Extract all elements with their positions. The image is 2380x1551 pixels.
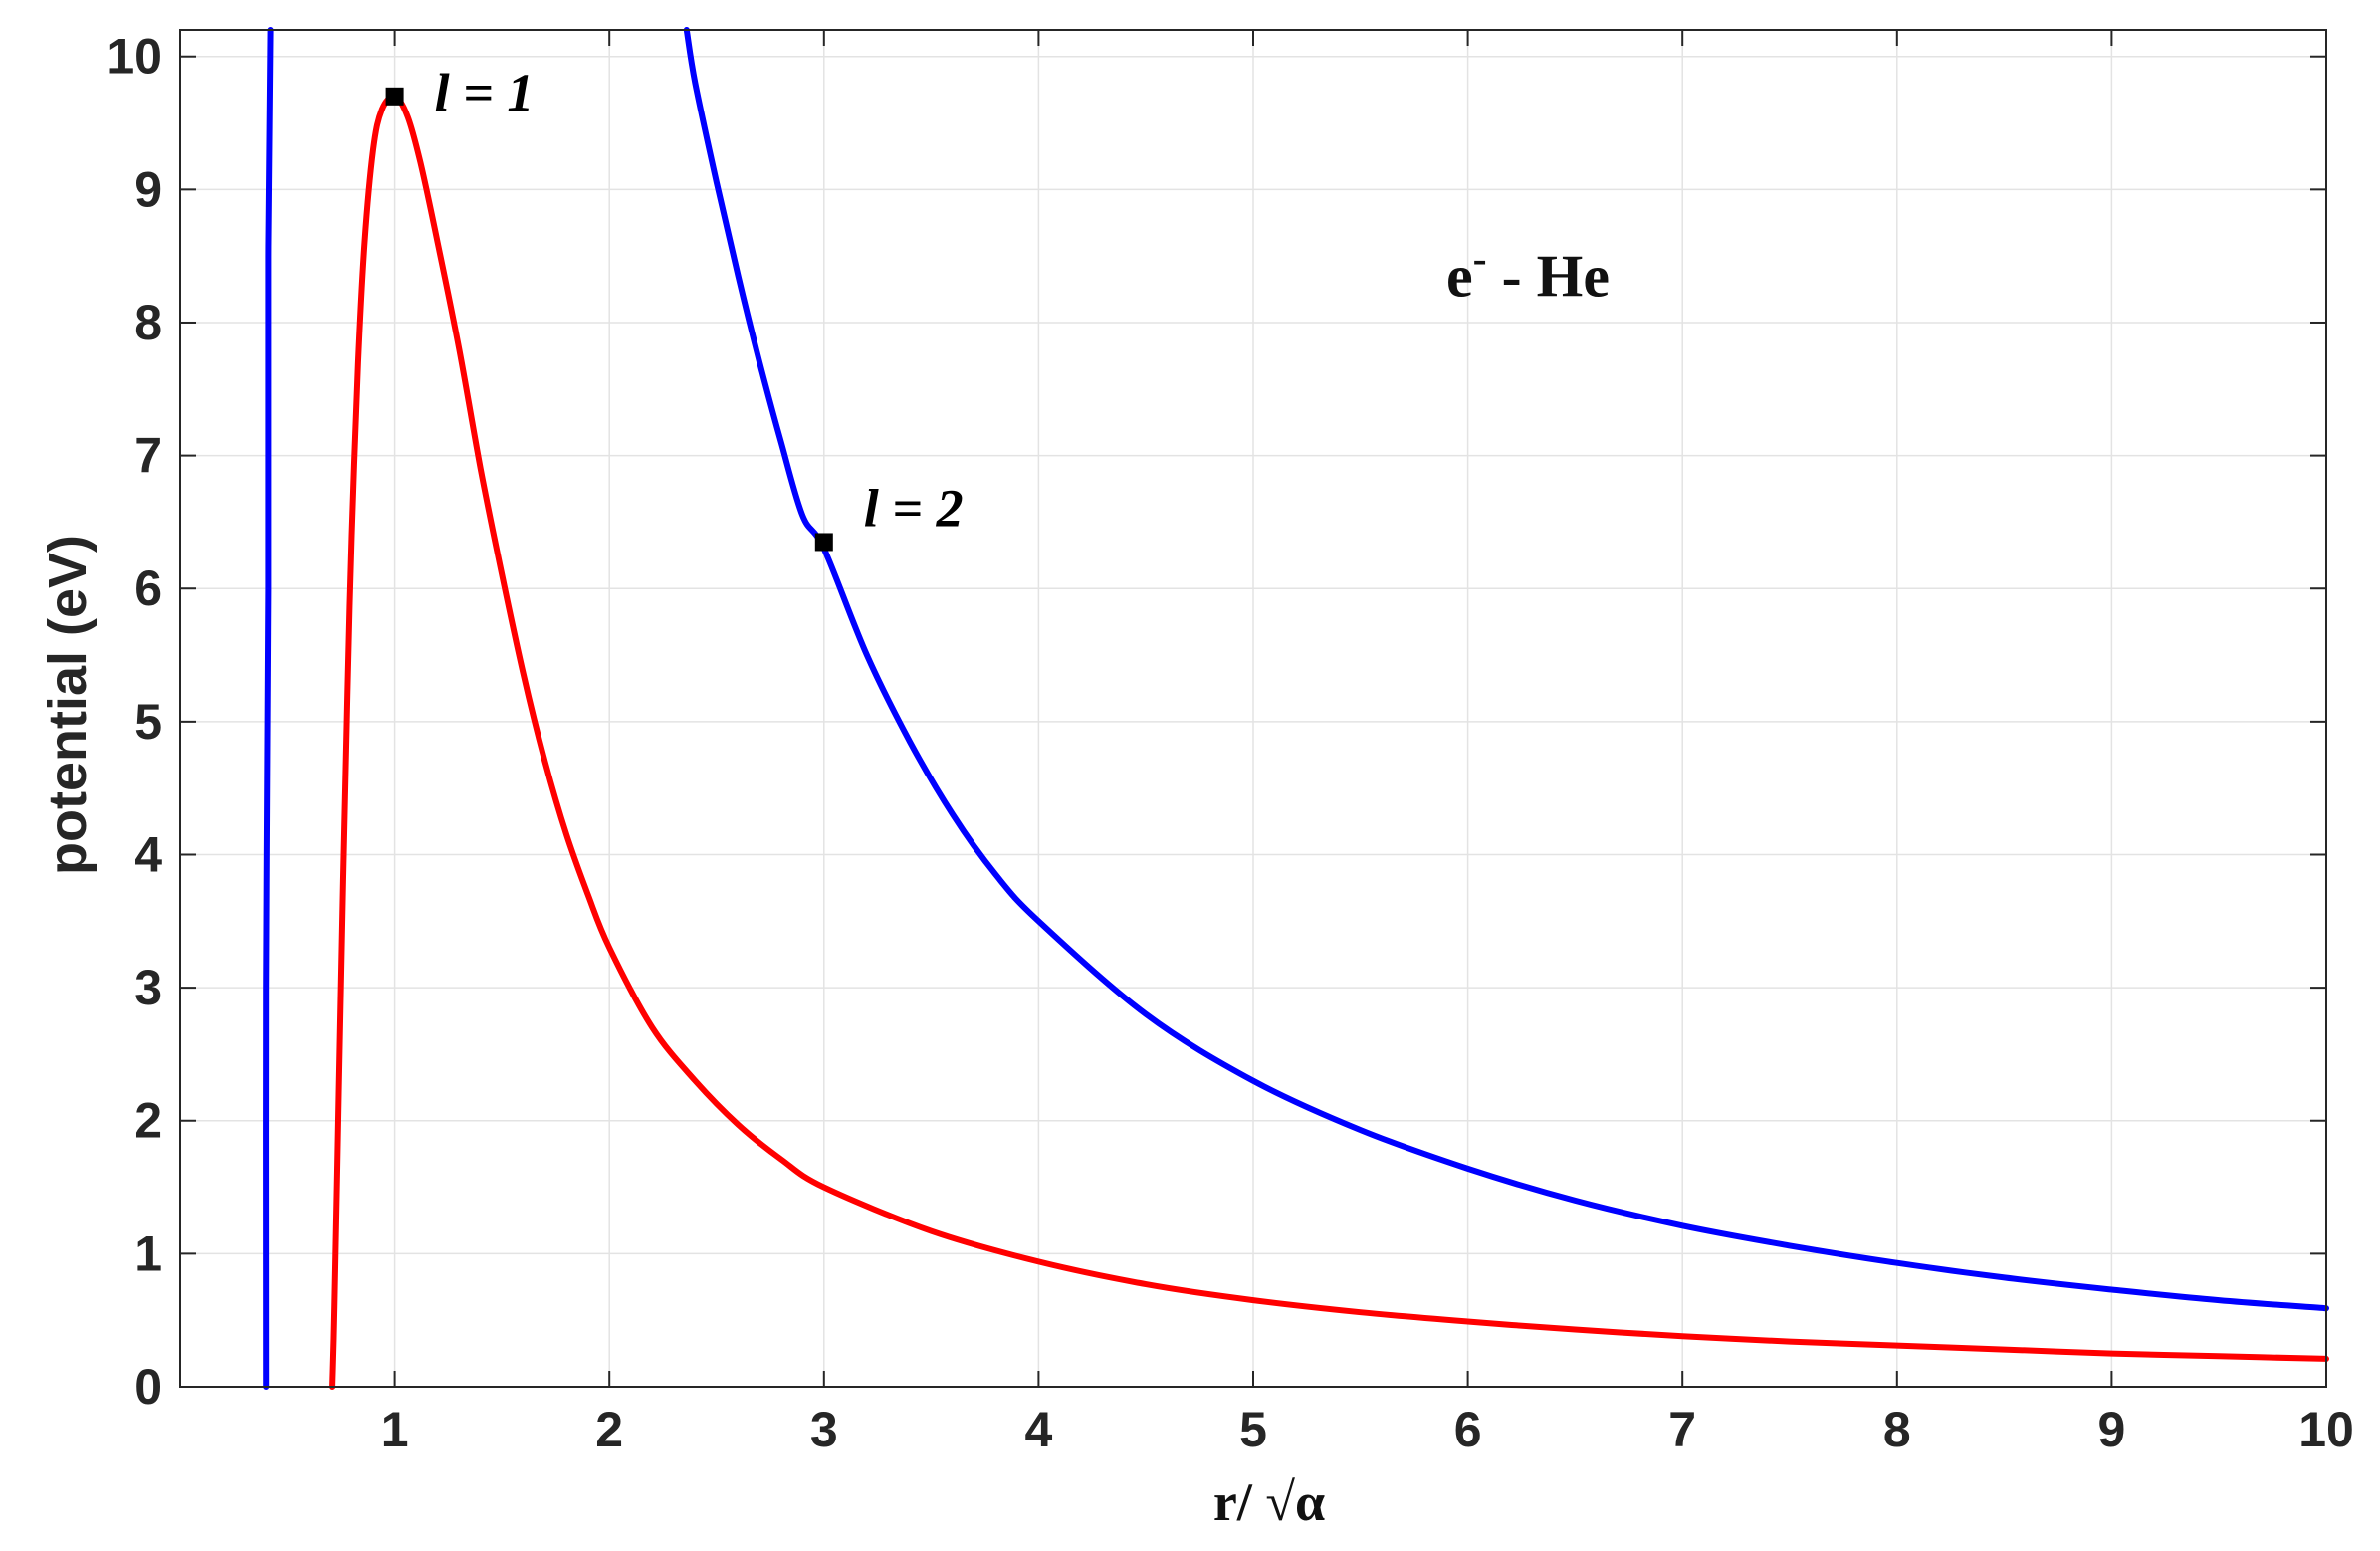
y-tick-label-7: 7 — [134, 428, 162, 484]
x-tick-label-6: 7 — [1668, 1402, 1696, 1457]
system-label: e- - He — [1446, 236, 1610, 309]
x-tick-label-9: 10 — [2298, 1402, 2354, 1457]
marker-label-0: l = 1 — [435, 63, 535, 122]
x-tick-label-3: 4 — [1024, 1402, 1052, 1457]
system-label-rest: - He — [1487, 243, 1610, 309]
y-tick-label-5: 5 — [134, 694, 162, 750]
y-tick-label-3: 3 — [134, 960, 162, 1015]
y-tick-label-0: 0 — [134, 1359, 162, 1415]
y-tick-label-6: 6 — [134, 560, 162, 616]
x-tick-label-0: 1 — [381, 1402, 409, 1457]
x-tick-label-7: 8 — [1883, 1402, 1911, 1457]
series-line-2 — [683, 27, 2329, 1312]
x-tick-label-8: 9 — [2097, 1402, 2125, 1457]
markers: l = 1 l = 2 — [385, 63, 964, 552]
x-tick-label-4: 5 — [1239, 1402, 1267, 1457]
y-tick-label-8: 8 — [134, 295, 162, 350]
marker-label-1: l = 2 — [864, 478, 964, 538]
y-tick-label-2: 2 — [134, 1093, 162, 1149]
ticks: 1 2 3 4 5 6 7 8 9 10 0 1 2 3 4 5 6 7 8 9 10 — [107, 29, 2353, 1457]
x-tick-label-5: 6 — [1454, 1402, 1482, 1457]
series-line-0 — [329, 93, 2329, 1390]
y-tick-label-9: 9 — [134, 161, 162, 217]
marker-1 — [814, 533, 833, 552]
x-tick-label-2: 3 — [810, 1402, 838, 1457]
x-axis-label: r/ √α — [1213, 1472, 1325, 1532]
y-tick-label-10: 10 — [107, 29, 162, 85]
y-axis-label: potential (eV) — [38, 535, 98, 875]
y-tick-label-1: 1 — [134, 1225, 162, 1281]
y-tick-label-4: 4 — [134, 826, 162, 882]
grid — [180, 30, 2327, 1388]
system-label-superscript: - — [1473, 236, 1487, 282]
system-label-base: e — [1446, 243, 1473, 309]
series-line-1 — [263, 27, 274, 1390]
marker-0 — [385, 87, 404, 106]
series-group — [263, 27, 2329, 1390]
x-tick-label-1: 2 — [595, 1402, 623, 1457]
